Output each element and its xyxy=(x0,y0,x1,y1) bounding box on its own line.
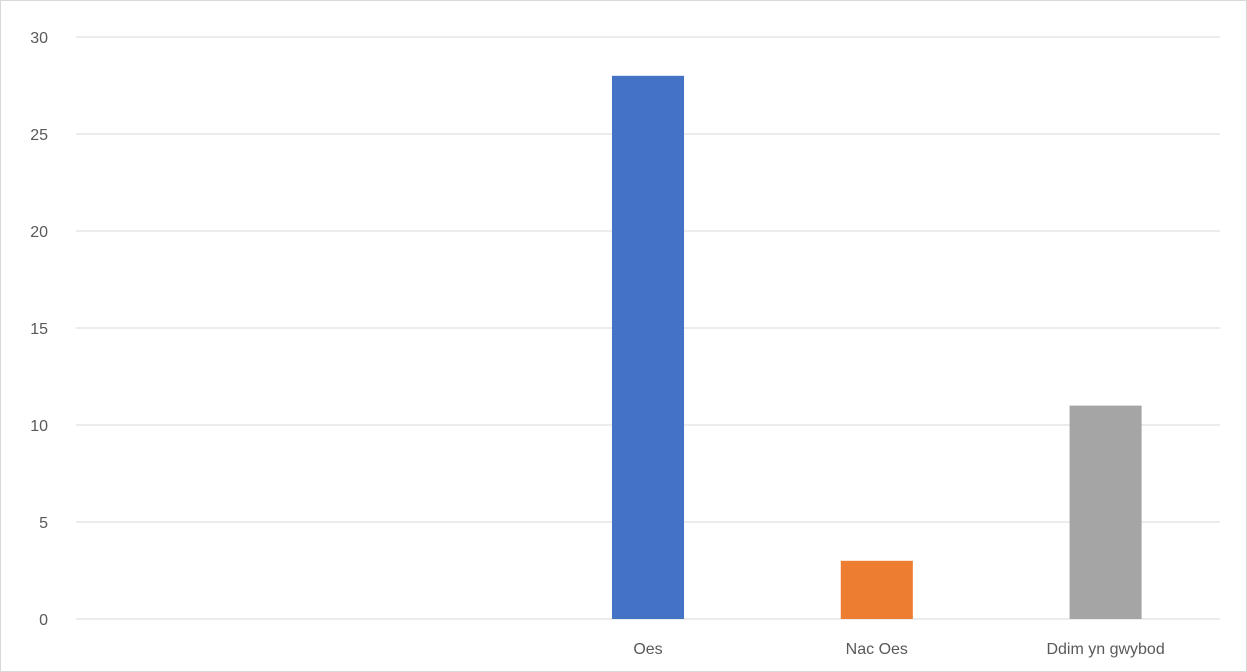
y-tick-label: 10 xyxy=(30,418,48,435)
x-tick-label: Oes xyxy=(633,641,662,658)
y-tick-label: 25 xyxy=(30,127,48,144)
bar xyxy=(1070,406,1142,619)
bar xyxy=(841,561,913,619)
y-tick-label: 0 xyxy=(39,612,48,629)
y-tick-label: 30 xyxy=(30,30,48,47)
y-tick-label: 20 xyxy=(30,224,48,241)
bar xyxy=(612,76,684,619)
y-axis-ticks: 0 5 10 15 20 25 30 xyxy=(30,30,48,629)
x-tick-label: Nac Oes xyxy=(846,641,908,658)
y-tick-label: 5 xyxy=(39,515,48,532)
y-tick-label: 15 xyxy=(30,321,48,338)
bars xyxy=(612,76,1142,619)
x-tick-label: Ddim yn gwybod xyxy=(1046,641,1164,658)
x-axis-ticks: Oes Nac Oes Ddim yn gwybod xyxy=(633,641,1164,658)
